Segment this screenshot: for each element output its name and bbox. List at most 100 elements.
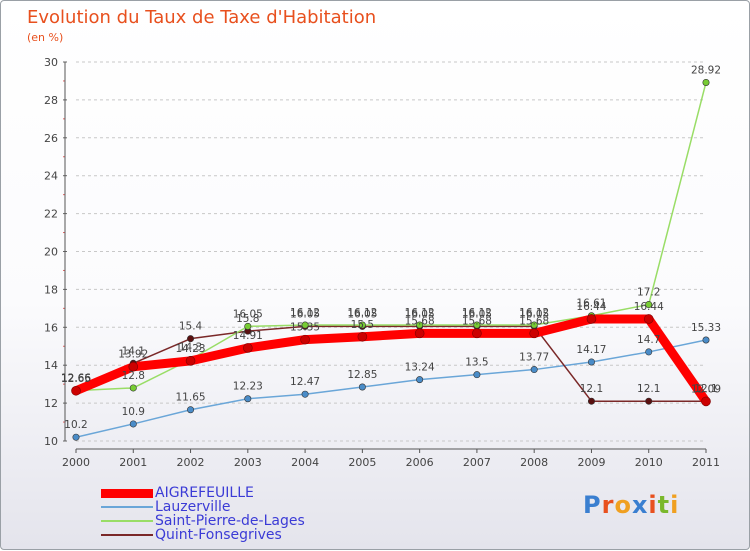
data-point bbox=[187, 335, 195, 343]
data-point bbox=[71, 385, 81, 396]
data-point bbox=[587, 358, 595, 366]
legend-label: Quint-Fonsegrives bbox=[155, 527, 282, 543]
data-point bbox=[702, 78, 710, 86]
data-label: 13.77 bbox=[519, 352, 549, 364]
data-point bbox=[357, 331, 368, 342]
x-tick-label: 2003 bbox=[234, 456, 262, 469]
data-label: 15.8 bbox=[236, 313, 259, 325]
data-label: 14.1 bbox=[122, 345, 145, 357]
legend-item: Lauzerville bbox=[101, 500, 305, 514]
data-label: 15.68 bbox=[519, 315, 549, 327]
y-tick-label: 24 bbox=[44, 170, 58, 183]
legend-label: Lauzerville bbox=[155, 499, 231, 515]
logo-letter: i bbox=[670, 491, 680, 519]
data-point bbox=[702, 336, 710, 344]
legend-swatch bbox=[101, 488, 153, 498]
data-label: 17.2 bbox=[637, 287, 660, 299]
data-point bbox=[301, 321, 309, 329]
data-label: 13.92 bbox=[118, 349, 148, 361]
data-point bbox=[587, 397, 595, 405]
data-point bbox=[244, 395, 252, 403]
data-label: 12.09 bbox=[691, 383, 721, 395]
x-tick-label: 2005 bbox=[348, 456, 376, 469]
data-point bbox=[529, 328, 539, 339]
data-label: 14.91 bbox=[233, 330, 263, 342]
data-point bbox=[358, 383, 366, 391]
logo-letter: P bbox=[583, 491, 602, 519]
data-label: 10.9 bbox=[122, 406, 145, 418]
legend-item: AIGREFEUILLE bbox=[101, 486, 305, 500]
data-point bbox=[530, 366, 538, 374]
y-tick-label: 10 bbox=[44, 435, 58, 448]
unit-label: (en %) bbox=[27, 31, 64, 44]
legend-label: AIGREFEUILLE bbox=[155, 485, 254, 501]
data-label: 16.05 bbox=[462, 308, 492, 320]
x-tick-label: 2004 bbox=[291, 456, 319, 469]
data-label: 15.68 bbox=[462, 315, 492, 327]
data-label: 16.05 bbox=[519, 308, 549, 320]
data-point bbox=[244, 322, 252, 330]
data-label: 14.23 bbox=[176, 343, 206, 355]
data-label: 16.61 bbox=[576, 298, 606, 310]
data-label: 16.44 bbox=[634, 301, 664, 313]
x-tick-label: 2009 bbox=[577, 456, 605, 469]
data-label: 14.17 bbox=[576, 344, 606, 356]
data-label: 15.33 bbox=[691, 322, 721, 334]
legend: AIGREFEUILLE Lauzerville Saint-Pierre-de… bbox=[101, 486, 305, 542]
logo-letter: r bbox=[601, 491, 615, 519]
data-label: 12.47 bbox=[290, 376, 320, 388]
data-point bbox=[129, 420, 137, 428]
data-label: 16.05 bbox=[233, 308, 263, 320]
data-point bbox=[416, 376, 424, 384]
logo-letter: i bbox=[648, 491, 658, 519]
data-label: 10.2 bbox=[64, 419, 87, 431]
data-label: 16.05 bbox=[347, 308, 377, 320]
data-label: 12.66 bbox=[61, 373, 91, 385]
data-label: 15.5 bbox=[351, 319, 374, 331]
data-label: 16.05 bbox=[405, 308, 435, 320]
data-label: 16.12 bbox=[347, 307, 377, 319]
data-point bbox=[473, 371, 481, 379]
legend-swatch bbox=[101, 534, 153, 536]
x-tick-label: 2007 bbox=[463, 456, 491, 469]
data-label: 11.65 bbox=[176, 392, 206, 404]
data-point bbox=[473, 321, 481, 329]
legend-label: Saint-Pierre-de-Lages bbox=[155, 513, 305, 529]
data-point bbox=[243, 343, 253, 353]
data-point bbox=[187, 406, 195, 414]
data-label: 14.7 bbox=[637, 334, 660, 346]
logo-letter: t bbox=[657, 491, 671, 519]
data-point bbox=[72, 433, 80, 441]
x-tick-label: 2010 bbox=[635, 456, 663, 469]
data-label: 12.1 bbox=[580, 383, 603, 395]
y-tick-label: 20 bbox=[44, 246, 58, 259]
y-tick-label: 26 bbox=[44, 132, 58, 145]
y-tick-label: 28 bbox=[44, 94, 58, 107]
data-label: 16.12 bbox=[290, 307, 320, 319]
y-tick-label: 14 bbox=[44, 359, 58, 372]
data-label: 12.1 bbox=[637, 383, 660, 395]
data-point bbox=[701, 396, 711, 407]
data-point bbox=[414, 328, 425, 339]
series-line bbox=[71, 314, 711, 406]
legend-item: Saint-Pierre-de-Lages bbox=[101, 514, 305, 528]
data-label: 16.44 bbox=[576, 301, 606, 313]
y-tick-label: 12 bbox=[44, 397, 58, 410]
data-label: 12.23 bbox=[233, 381, 263, 393]
data-point bbox=[300, 334, 310, 345]
x-tick-label: 2001 bbox=[119, 456, 147, 469]
data-label: 13.24 bbox=[405, 362, 435, 374]
series-line bbox=[75, 339, 707, 438]
data-label: 15.4 bbox=[179, 321, 203, 333]
series-line bbox=[75, 81, 707, 392]
data-label: 12.65 bbox=[61, 373, 91, 385]
data-label: 16.12 bbox=[462, 307, 492, 319]
data-label: 16.12 bbox=[519, 307, 549, 319]
data-label: 12.1 bbox=[694, 383, 717, 395]
proxiti-logo: Proxiti bbox=[583, 491, 679, 519]
data-point bbox=[185, 356, 196, 366]
logo-letter: o bbox=[614, 491, 632, 519]
data-point bbox=[645, 397, 653, 405]
x-tick-label: 2002 bbox=[177, 456, 205, 469]
